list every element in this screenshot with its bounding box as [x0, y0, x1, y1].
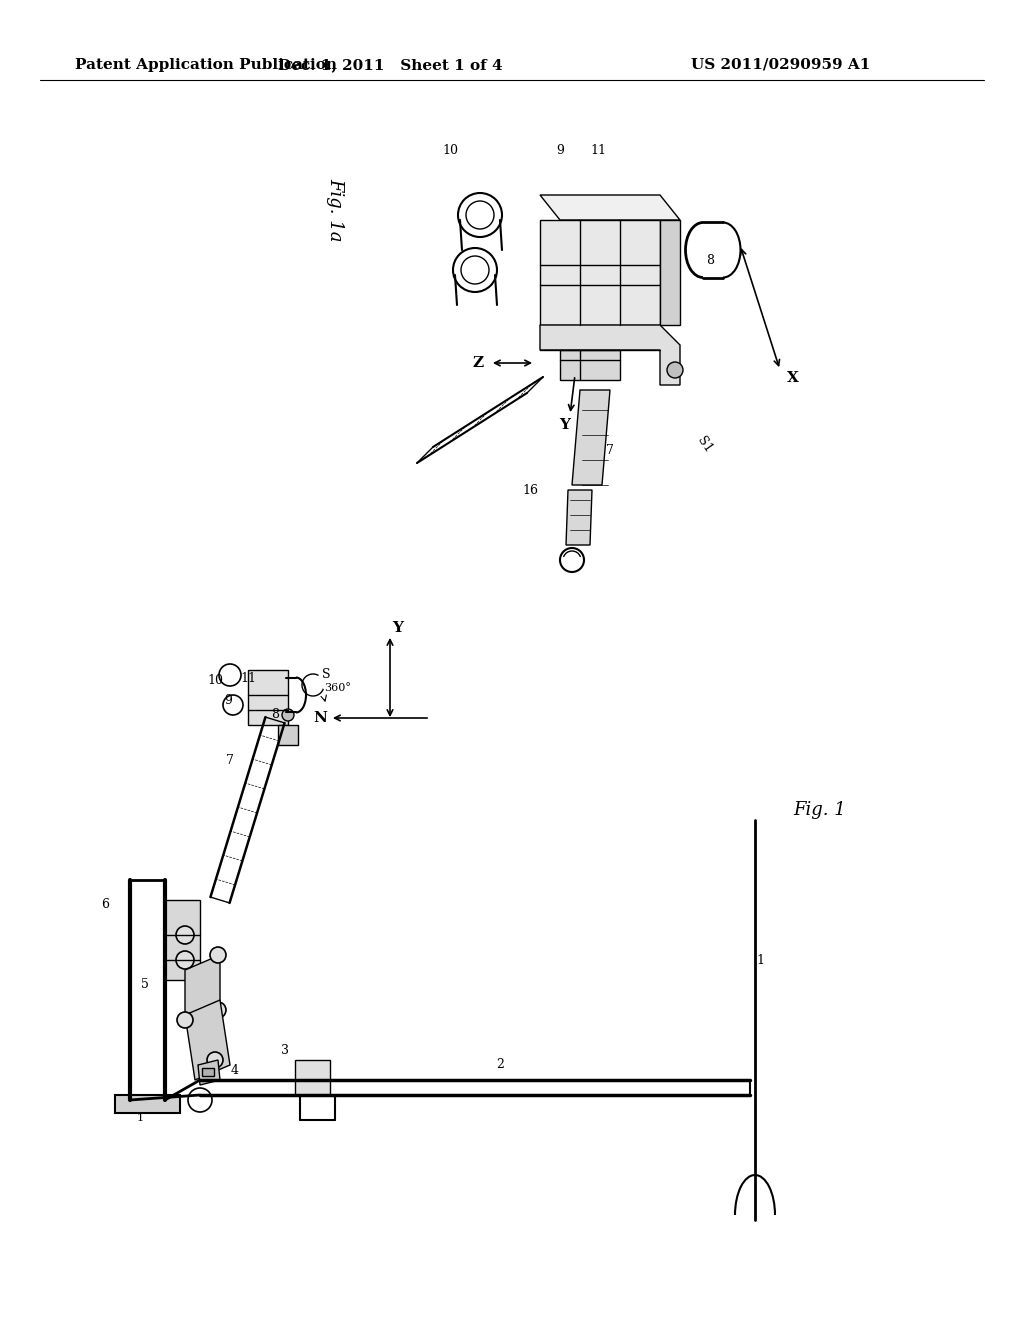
Text: 9: 9 [556, 144, 564, 157]
Text: Y: Y [559, 418, 570, 432]
Polygon shape [185, 1001, 230, 1080]
Text: 11: 11 [240, 672, 256, 685]
Bar [248, 671, 288, 725]
Polygon shape [660, 220, 680, 325]
Circle shape [177, 1012, 193, 1028]
Bar [560, 350, 620, 380]
Polygon shape [540, 325, 680, 385]
Text: 6: 6 [101, 899, 109, 912]
Text: 5: 5 [141, 978, 148, 991]
Text: N: N [313, 711, 327, 725]
Text: 10: 10 [442, 144, 458, 157]
Text: 11: 11 [590, 144, 606, 157]
Polygon shape [198, 1060, 220, 1085]
Text: 360°: 360° [325, 682, 351, 693]
Circle shape [210, 1002, 226, 1018]
Bar [295, 1060, 330, 1096]
Text: Y: Y [392, 620, 403, 635]
Text: 1: 1 [136, 1113, 143, 1123]
Text: S1: S1 [695, 434, 715, 455]
Text: 9: 9 [224, 693, 232, 706]
Bar [115, 1096, 180, 1113]
Polygon shape [566, 490, 592, 545]
Text: 4: 4 [231, 1064, 239, 1077]
Bar [202, 1068, 214, 1076]
Text: 1: 1 [756, 953, 764, 966]
Text: Dec. 1, 2011   Sheet 1 of 4: Dec. 1, 2011 Sheet 1 of 4 [278, 58, 503, 73]
Text: Z: Z [472, 356, 483, 370]
Polygon shape [572, 389, 610, 484]
Circle shape [176, 950, 194, 969]
Polygon shape [165, 900, 200, 979]
Text: X: X [787, 371, 799, 385]
Text: US 2011/0290959 A1: US 2011/0290959 A1 [690, 58, 870, 73]
Circle shape [282, 709, 294, 721]
Text: 8: 8 [706, 253, 714, 267]
Circle shape [210, 946, 226, 964]
Text: Patent Application Publication: Patent Application Publication [75, 58, 337, 73]
Text: 7: 7 [606, 444, 614, 457]
Text: 2: 2 [496, 1059, 504, 1072]
Text: 3: 3 [281, 1044, 289, 1056]
Circle shape [176, 927, 194, 944]
Text: Fig. 1a: Fig. 1a [326, 178, 344, 242]
Circle shape [207, 1052, 223, 1068]
Text: Fig. 1: Fig. 1 [794, 801, 847, 818]
Polygon shape [185, 954, 220, 1026]
Polygon shape [540, 195, 680, 220]
Text: 10: 10 [207, 673, 223, 686]
Text: S: S [322, 668, 331, 681]
Text: 8: 8 [271, 709, 279, 722]
Bar [278, 725, 298, 744]
Polygon shape [540, 220, 660, 325]
Circle shape [667, 362, 683, 378]
Text: 7: 7 [226, 754, 233, 767]
Text: 16: 16 [522, 483, 538, 496]
